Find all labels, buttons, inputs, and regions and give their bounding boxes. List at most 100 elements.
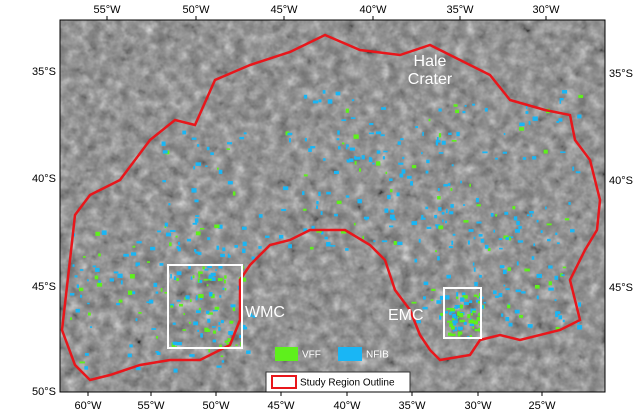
deposit-patch <box>196 310 201 313</box>
deposit-patch <box>192 138 197 140</box>
deposit-patch <box>79 288 83 291</box>
deposit-patch <box>200 228 204 230</box>
deposit-patch <box>177 300 181 302</box>
deposit-patch <box>221 355 224 357</box>
deposit-patch <box>214 225 219 228</box>
deposit-patch <box>198 294 203 298</box>
deposit-patch <box>525 111 528 114</box>
deposit-patch <box>313 100 318 103</box>
deposit-patch <box>376 131 381 134</box>
deposit-patch <box>412 302 417 304</box>
deposit-patch <box>423 296 426 299</box>
deposit-patch <box>517 261 519 265</box>
vff-swatch <box>275 347 298 361</box>
deposit-patch <box>365 217 367 220</box>
deposit-patch <box>382 240 387 242</box>
deposit-patch <box>179 304 183 307</box>
deposit-patch <box>446 209 448 213</box>
deposit-patch <box>83 256 86 258</box>
deposit-patch <box>338 146 341 149</box>
deposit-patch <box>337 138 340 140</box>
deposit-patch <box>469 229 474 232</box>
deposit-patch <box>372 163 374 165</box>
deposit-patch <box>176 236 178 238</box>
deposit-patch <box>321 211 323 215</box>
deposit-patch <box>439 315 441 319</box>
deposit-patch <box>218 322 220 325</box>
legend-label: NFIB <box>366 350 389 361</box>
bottom-axis-label: 45°W <box>267 400 295 412</box>
deposit-patch <box>222 288 224 290</box>
deposit-patch <box>464 302 469 305</box>
deposit-patch <box>218 266 222 269</box>
deposit-patch <box>312 226 315 229</box>
nfib-swatch <box>338 347 362 361</box>
deposit-patch <box>170 274 172 278</box>
deposit-patch <box>462 292 465 295</box>
deposit-patch <box>504 212 508 215</box>
deposit-patch <box>130 274 135 278</box>
deposit-patch <box>308 148 312 152</box>
deposit-patch <box>305 138 307 141</box>
deposit-patch <box>185 295 189 299</box>
deposit-patch <box>121 280 123 284</box>
deposit-patch <box>438 108 441 111</box>
deposit-patch <box>187 239 191 242</box>
deposit-patch <box>93 265 96 267</box>
deposit-patch <box>429 119 431 121</box>
deposit-patch <box>465 105 467 107</box>
deposit-patch <box>225 341 228 343</box>
deposit-patch <box>462 111 465 113</box>
bottom-axis-label: 25°W <box>528 400 556 412</box>
deposit-patch <box>131 252 136 255</box>
deposit-patch <box>537 274 542 278</box>
crater-label: Hale <box>414 53 447 70</box>
deposit-patch <box>518 226 521 229</box>
deposit-patch <box>156 336 158 339</box>
deposit-patch <box>460 320 462 322</box>
deposit-patch <box>533 116 538 120</box>
deposit-patch <box>446 308 450 310</box>
deposit-patch <box>562 90 567 93</box>
deposit-patch <box>209 292 213 296</box>
deposit-patch <box>208 279 212 281</box>
deposit-patch <box>205 329 209 332</box>
deposit-patch <box>493 230 495 233</box>
deposit-patch <box>435 250 437 252</box>
deposit-patch <box>70 317 72 320</box>
deposit-patch <box>197 144 199 147</box>
deposit-patch <box>445 221 447 223</box>
deposit-patch <box>357 199 362 203</box>
deposit-patch <box>194 199 198 202</box>
deposit-patch <box>373 240 375 242</box>
deposit-patch <box>578 95 583 98</box>
deposit-patch <box>495 214 497 217</box>
deposit-patch <box>102 230 107 234</box>
deposit-patch <box>243 242 247 246</box>
deposit-patch <box>228 181 233 184</box>
deposit-patch <box>456 292 458 296</box>
right-axis-label: 35°S <box>609 68 633 80</box>
deposit-patch <box>457 317 459 319</box>
deposit-patch <box>177 342 182 345</box>
deposit-patch <box>225 288 227 290</box>
deposit-patch <box>548 288 553 291</box>
map-figure: WMC EMC Hale Crater VFF NFIB Study Regio… <box>0 0 639 415</box>
deposit-patch <box>87 303 89 305</box>
deposit-patch <box>129 344 132 347</box>
deposit-patch <box>438 188 440 191</box>
deposit-patch <box>452 140 457 142</box>
deposit-patch <box>168 203 170 205</box>
deposit-patch <box>196 231 201 235</box>
deposit-patch <box>426 160 429 163</box>
deposit-patch <box>369 158 373 162</box>
deposit-patch <box>519 315 523 318</box>
deposit-patch <box>547 223 552 225</box>
deposit-patch <box>390 210 393 213</box>
deposit-patch <box>205 165 207 167</box>
deposit-patch <box>228 331 233 335</box>
crater-label: Crater <box>408 71 453 88</box>
deposit-patch <box>389 226 393 228</box>
deposit-patch <box>228 255 231 258</box>
deposit-patch <box>224 275 226 278</box>
